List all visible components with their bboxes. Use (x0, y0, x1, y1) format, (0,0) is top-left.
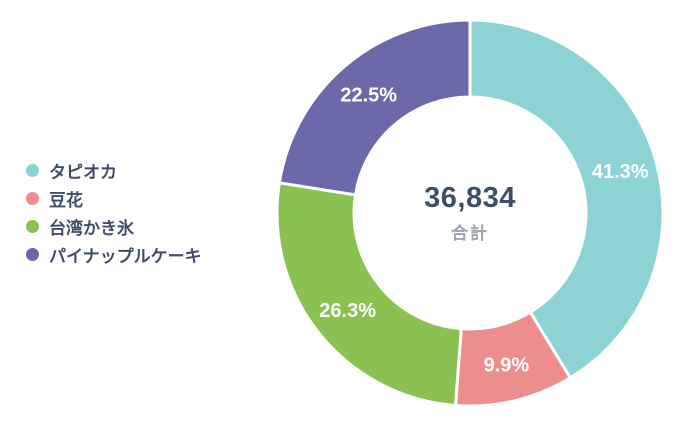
legend-color-dot (26, 219, 39, 233)
legend-label: 台湾かき氷 (49, 218, 134, 238)
donut-slice-pineapple-cake (277, 18, 472, 197)
donut-slice-taiwan-kakigori (275, 181, 463, 407)
legend-item-taiwan-kakigori: 台湾かき氷 (26, 212, 202, 240)
donut-chart: 41.3% 9.9% 26.3% 22.5% 36,834 合計 (275, 18, 665, 408)
legend-item-tapioca: タピオカ (26, 156, 202, 184)
slice-percent-label-douhua: 9.9% (484, 355, 530, 377)
legend-color-dot (26, 191, 39, 205)
legend-label: タピオカ (49, 162, 117, 182)
legend-item-douhua: 豆花 (26, 184, 202, 212)
legend-label: パイナップルケーキ (49, 246, 202, 266)
legend-label: 豆花 (49, 190, 83, 210)
legend-item-pineapple-cake: パイナップルケーキ (26, 240, 202, 268)
slice-percent-label-taiwan-kakigori: 26.3% (319, 300, 376, 322)
donut-slice-tapioca (468, 18, 665, 380)
slice-percent-label-pineapple-cake: 22.5% (340, 84, 397, 106)
chart-legend: タピオカ豆花台湾かき氷パイナップルケーキ (26, 156, 202, 268)
slice-percent-label-tapioca: 41.3% (592, 161, 649, 183)
legend-color-dot (26, 247, 39, 261)
donut-chart-svg: 41.3% 9.9% 26.3% 22.5% (275, 18, 665, 408)
legend-color-dot (26, 163, 39, 177)
